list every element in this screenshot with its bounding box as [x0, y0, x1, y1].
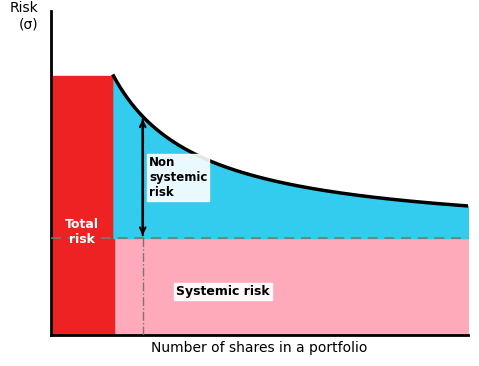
- Text: Systemic risk: Systemic risk: [176, 285, 270, 298]
- X-axis label: Number of shares in a portfolio: Number of shares in a portfolio: [151, 341, 367, 355]
- Y-axis label: Risk
(σ): Risk (σ): [10, 1, 38, 31]
- Text: Non
systemic
risk: Non systemic risk: [149, 156, 207, 199]
- Text: Total
risk: Total risk: [65, 217, 99, 246]
